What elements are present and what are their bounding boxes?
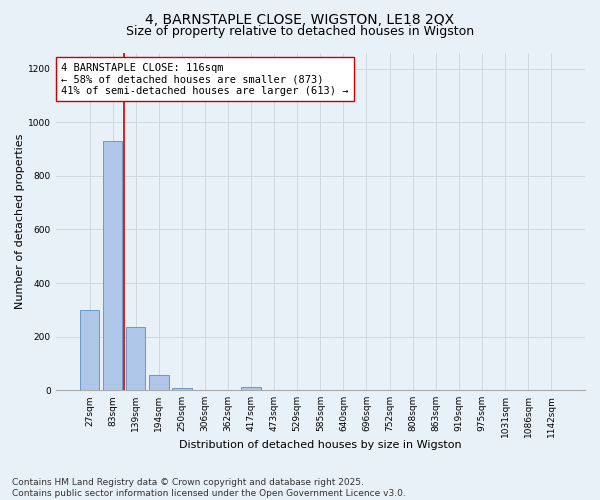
Text: Contains HM Land Registry data © Crown copyright and database right 2025.
Contai: Contains HM Land Registry data © Crown c…: [12, 478, 406, 498]
Y-axis label: Number of detached properties: Number of detached properties: [15, 134, 25, 309]
Bar: [241, 387, 261, 390]
Text: 4, BARNSTAPLE CLOSE, WIGSTON, LE18 2QX: 4, BARNSTAPLE CLOSE, WIGSTON, LE18 2QX: [145, 12, 455, 26]
X-axis label: Distribution of detached houses by size in Wigston: Distribution of detached houses by size …: [179, 440, 461, 450]
Bar: [149, 376, 169, 390]
Bar: [172, 388, 191, 390]
Text: 4 BARNSTAPLE CLOSE: 116sqm
← 58% of detached houses are smaller (873)
41% of sem: 4 BARNSTAPLE CLOSE: 116sqm ← 58% of deta…: [61, 62, 349, 96]
Bar: [80, 310, 100, 390]
Text: Size of property relative to detached houses in Wigston: Size of property relative to detached ho…: [126, 25, 474, 38]
Bar: [103, 141, 122, 390]
Bar: [126, 327, 145, 390]
